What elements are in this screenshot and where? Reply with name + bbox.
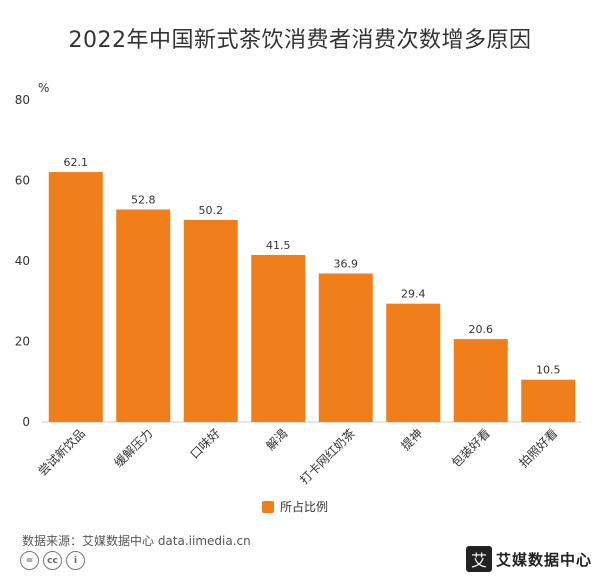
- y-tick-label: 20: [15, 335, 30, 349]
- data-source: 数据来源：艾媒数据中心 data.iimedia.cn: [22, 534, 251, 548]
- x-tick-label: 尝试新饮品: [35, 426, 88, 479]
- legend-label: 所占比例: [280, 500, 329, 514]
- brand-name: 艾媒数据中心: [495, 550, 592, 569]
- chart-title: 2022年中国新式茶饮消费者消费次数增多原因: [68, 28, 532, 53]
- bar-value-label: 50.2: [199, 204, 224, 217]
- cc-by-icon: i: [66, 551, 85, 570]
- license-icons: = cc i: [20, 551, 85, 570]
- x-tick-label: 拍照好看: [516, 426, 561, 471]
- bar-value-label: 62.1: [64, 156, 89, 169]
- x-tick-label: 缓解压力: [112, 426, 156, 470]
- bar: [48, 172, 103, 422]
- bar-value-label: 52.8: [131, 193, 156, 206]
- bar-value-label: 41.5: [266, 239, 291, 252]
- y-tick-label: 60: [15, 174, 30, 188]
- x-tick-label: 提神: [398, 426, 426, 454]
- cc-equals-icon: =: [20, 551, 39, 570]
- y-tick-label: 40: [15, 254, 30, 268]
- x-tick-label: 口味好: [188, 426, 223, 461]
- brand-logo: 艾 艾媒数据中心: [465, 546, 592, 572]
- brand-logo-icon: 艾: [465, 546, 492, 572]
- bar: [116, 209, 171, 422]
- x-tick-label: 解渴: [263, 426, 290, 453]
- bar: [521, 379, 576, 422]
- y-tick-label: 80: [15, 93, 30, 107]
- bar: [183, 219, 238, 422]
- bar-value-label: 20.6: [469, 323, 494, 336]
- bar: [453, 339, 508, 422]
- bar-value-label: 10.5: [536, 364, 561, 377]
- bar-value-label: 29.4: [401, 288, 426, 301]
- x-tick-label: 包装好看: [449, 426, 493, 470]
- cc-icon: cc: [43, 551, 62, 570]
- y-tick-label: 0: [22, 415, 30, 429]
- bar: [318, 273, 373, 422]
- bar: [251, 254, 306, 422]
- bar-value-label: 36.9: [334, 257, 359, 270]
- bar: [386, 303, 441, 422]
- legend-swatch: [262, 500, 274, 513]
- x-tick-label: 打卡网红奶茶: [296, 426, 358, 488]
- legend: 所占比例: [262, 498, 328, 515]
- y-axis-unit: %: [38, 81, 49, 95]
